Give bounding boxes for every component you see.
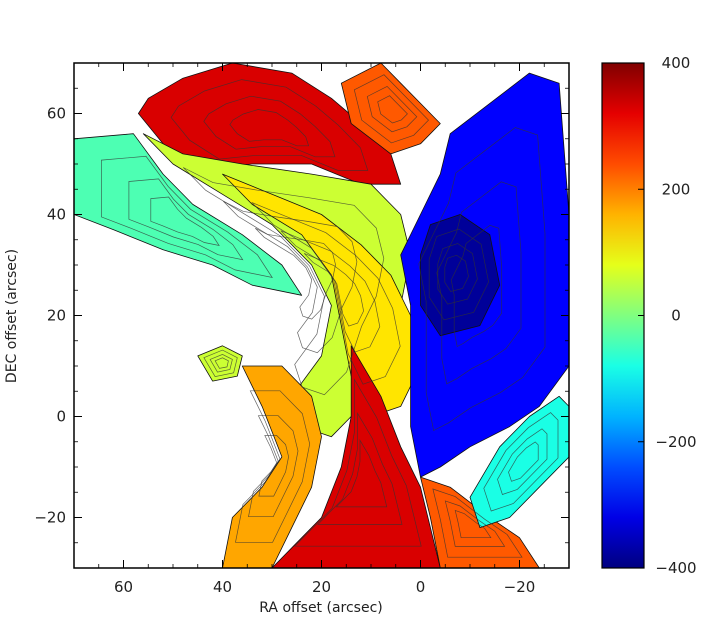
y-tick-label: 60: [47, 105, 66, 123]
contour-north-lobe-red-0: [170, 79, 369, 171]
contour-east-core-darkblue-2: [444, 254, 469, 292]
contour-east-core-darkblue-1: [437, 243, 478, 305]
contour-south-stream-red-1: [317, 412, 403, 525]
y-tick-label: −20: [34, 509, 66, 527]
contour-south-stream-red-2: [335, 439, 388, 508]
contour-north-arm-orange-0: [353, 74, 429, 144]
y-tick-label: 20: [47, 307, 66, 325]
contour-southwest-arm-yellow-2: [258, 435, 289, 497]
colorbar-tick-label: −400: [655, 559, 696, 577]
region-southeast-filament-cyan: [469, 395, 569, 528]
contour-central-yellow-0: [251, 202, 401, 385]
y-axis-ticks: −20 0 20 40 60: [34, 62, 569, 569]
x-axis-label: RA offset (arcsec): [259, 600, 383, 616]
contour-east-blue-1: [436, 181, 522, 385]
contour-south-east-orange-2: [454, 509, 492, 539]
colorbar-tick-label: 0: [671, 307, 681, 325]
y-axis-label: DEC offset (arcsec): [4, 249, 20, 383]
contour-south-stream-red-0: [294, 378, 422, 547]
contour-north-lobe-red-1: [203, 95, 336, 158]
contour-south-east-orange-0: [432, 488, 523, 558]
contour-central-yellow-2: [303, 253, 364, 327]
contour-west-tail-cyan-1: [128, 178, 244, 261]
region-north-arm-orange: [340, 63, 441, 155]
x-tick-label: 60: [114, 578, 133, 596]
colorbar-tick-label: 400: [662, 54, 691, 72]
region-central-green: [142, 133, 412, 438]
contour-southwest-arm-yellow-1: [248, 415, 299, 518]
contour-central-green-1: [223, 200, 358, 354]
colorbar-ticks: 400 200 0 −200 −400: [638, 54, 697, 577]
y-tick-label: 0: [56, 408, 66, 426]
contour-blob-west-green-2: [214, 357, 229, 369]
contour-southeast-filament-cyan-2: [508, 441, 539, 482]
contour-blob-west-green-0: [203, 349, 238, 377]
contour-southwest-arm-yellow-0: [235, 390, 311, 543]
contour-southeast-filament-cyan-0: [483, 412, 559, 512]
contour-central-green-2: [255, 227, 336, 320]
contour-east-blue-2: [450, 224, 503, 348]
contour-blob-west-green-1: [209, 354, 233, 373]
contour-south-east-orange-1: [444, 500, 506, 547]
contour-central-yellow-1: [280, 230, 381, 353]
x-tick-label: 0: [416, 578, 426, 596]
contour-east-core-darkblue-0: [428, 228, 489, 321]
contour-west-tail-cyan-2: [150, 196, 220, 247]
contour-north-arm-orange-2: [377, 95, 408, 124]
x-tick-label: −20: [504, 578, 536, 596]
colorbar-tick-label: 200: [662, 180, 691, 198]
contour-north-arm-orange-1: [366, 85, 418, 133]
region-southwest-arm-yellow: [222, 365, 322, 568]
colorbar: [601, 62, 645, 569]
contour-west-tail-cyan-0: [101, 155, 273, 279]
colorbar-tick-label: −200: [655, 433, 696, 451]
x-tick-label: 40: [213, 578, 232, 596]
contour-north-lobe-red-2: [229, 109, 310, 147]
contour-central-green-0: [183, 167, 385, 396]
contour-east-blue-0: [418, 127, 546, 432]
contour-southeast-filament-cyan-1: [497, 428, 548, 495]
x-axis-ticks: 60 40 20 0 −20: [73, 63, 570, 596]
x-tick-label: 20: [312, 578, 331, 596]
y-tick-label: 40: [47, 206, 66, 224]
region-west-tail-cyan: [74, 133, 303, 296]
intensity-contours: [101, 74, 559, 558]
